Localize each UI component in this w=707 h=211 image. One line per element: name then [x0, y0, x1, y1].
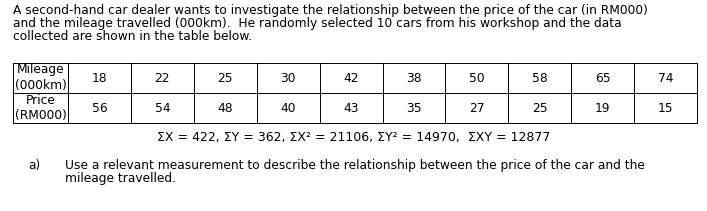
Text: 19: 19 [595, 101, 610, 115]
Text: 22: 22 [155, 72, 170, 84]
Text: 74: 74 [658, 72, 673, 84]
Text: collected are shown in the table below.: collected are shown in the table below. [13, 30, 252, 43]
Text: 30: 30 [281, 72, 296, 84]
Text: 25: 25 [532, 101, 547, 115]
Text: 58: 58 [532, 72, 548, 84]
Text: A second-hand car dealer wants to investigate the relationship between the price: A second-hand car dealer wants to invest… [13, 4, 648, 17]
Text: 54: 54 [155, 101, 170, 115]
Text: ΣX = 422, ΣY = 362, ΣX² = 21106, ΣY² = 14970,  ΣXY = 12877: ΣX = 422, ΣY = 362, ΣX² = 21106, ΣY² = 1… [157, 131, 550, 145]
Text: Price
(RM000): Price (RM000) [15, 93, 66, 123]
Text: 40: 40 [281, 101, 296, 115]
Text: and the mileage travelled (000km).  He randomly selected 10 cars from his worksh: and the mileage travelled (000km). He ra… [13, 17, 621, 30]
Bar [13, 63, 697, 123]
Text: 56: 56 [92, 101, 107, 115]
Text: 50: 50 [469, 72, 485, 84]
Text: 38: 38 [406, 72, 422, 84]
Text: 42: 42 [344, 72, 358, 84]
Text: 43: 43 [344, 101, 358, 115]
Text: 25: 25 [218, 72, 233, 84]
Text: mileage travelled.: mileage travelled. [65, 172, 176, 185]
Text: 27: 27 [469, 101, 484, 115]
Text: 48: 48 [218, 101, 233, 115]
Text: 35: 35 [406, 101, 422, 115]
Text: 65: 65 [595, 72, 610, 84]
Text: 15: 15 [658, 101, 673, 115]
Text: a): a) [28, 159, 40, 172]
Text: Use a relevant measurement to describe the relationship between the price of the: Use a relevant measurement to describe t… [65, 159, 645, 172]
Text: Mileage
(000km): Mileage (000km) [15, 64, 66, 92]
Text: 18: 18 [92, 72, 107, 84]
